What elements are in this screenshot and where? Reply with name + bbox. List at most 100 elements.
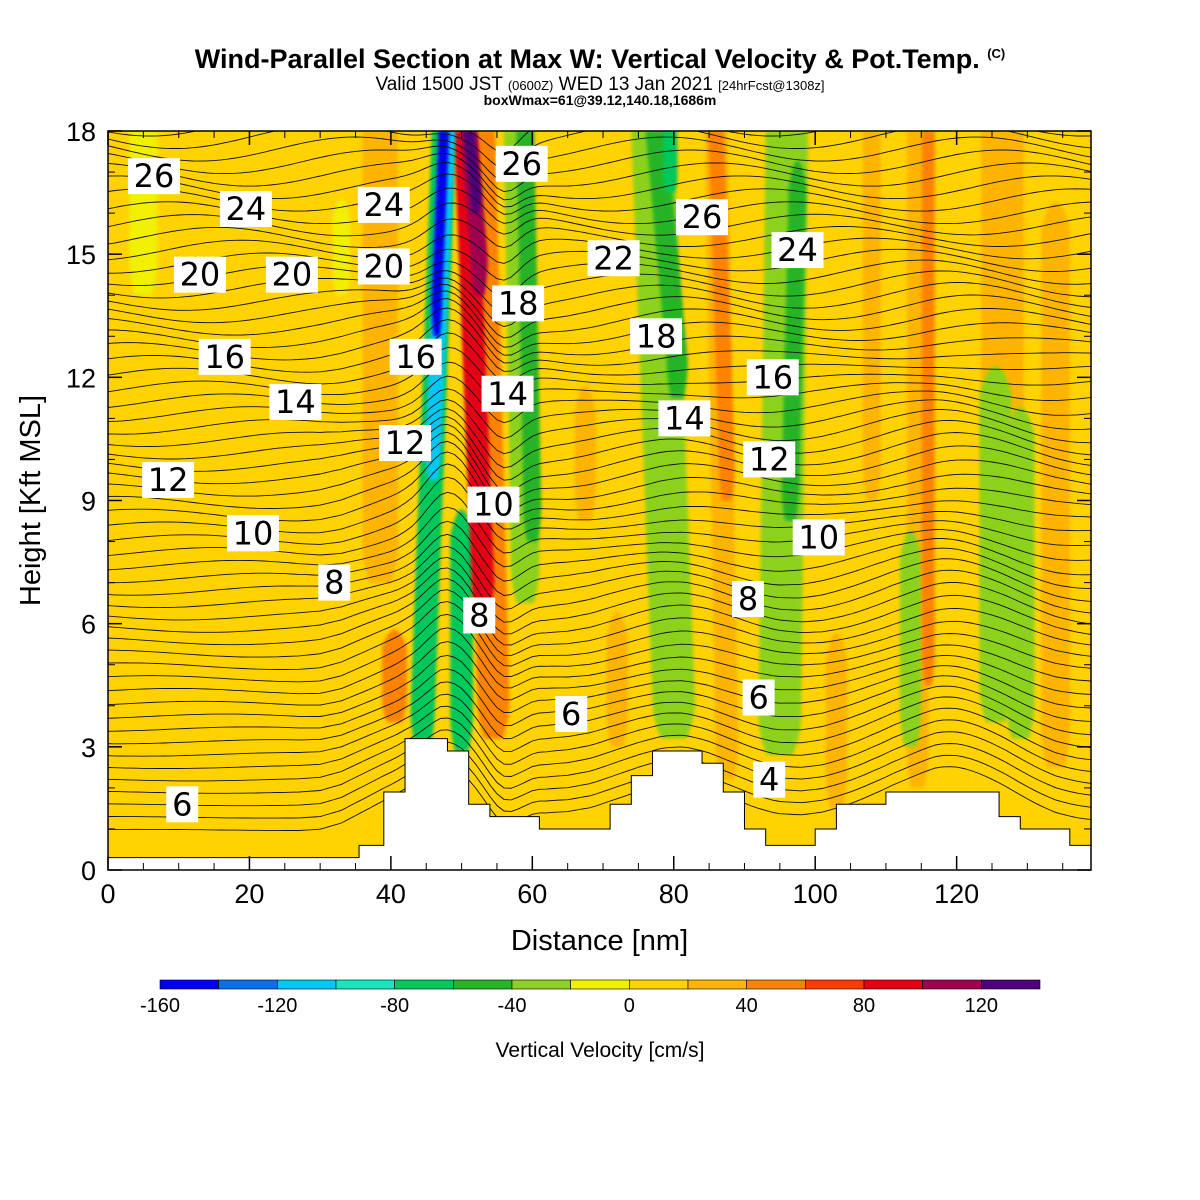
w-band-31	[431, 131, 450, 337]
isentrope-21	[108, 506, 1091, 571]
theta-label-text: 16	[204, 338, 245, 376]
theta-label-box	[389, 338, 442, 375]
isentrope-18	[108, 545, 1091, 610]
theta-label-8: 20	[357, 247, 410, 285]
theta-label-22: 10	[226, 514, 279, 552]
theta-label-13: 16	[389, 338, 442, 376]
colorbar-swatch	[746, 979, 806, 990]
theta-label-18: 12	[379, 424, 432, 462]
isentrope-2	[108, 741, 1091, 807]
isentrope-11	[108, 627, 1091, 695]
isentrope-38	[108, 307, 1091, 364]
theta-label-17: 14	[658, 399, 711, 437]
x-tick-label: 60	[517, 879, 547, 909]
theta-label-text: 20	[363, 247, 404, 285]
w-band-10	[979, 365, 1012, 723]
chart-subtitle: Valid 1500 JST (0600Z) WED 13 Jan 2021 […	[0, 74, 1200, 96]
theta-label-6: 20	[173, 256, 226, 294]
colorbar-swatch	[394, 979, 454, 990]
theta-label-text: 8	[738, 580, 758, 618]
colorbar-tick-label: -160	[140, 995, 180, 1017]
isentrope-39	[108, 298, 1091, 356]
theta-label-text: 18	[636, 317, 677, 355]
forecast-info: [24hrFcst@1308z]	[718, 78, 825, 93]
theta-label-28: 6	[555, 695, 588, 733]
isentrope-9	[108, 654, 1091, 719]
theta-label-box	[658, 400, 711, 437]
isentrope-17	[108, 556, 1091, 623]
x-tick-label: 20	[234, 879, 264, 909]
w-band-25	[450, 509, 473, 751]
theta-label-box	[127, 158, 180, 195]
isentrope-52	[108, 152, 1091, 201]
theta-label-text: 12	[148, 461, 189, 499]
theta-label-box	[467, 486, 520, 523]
theta-label-text: 22	[593, 239, 634, 277]
theta-label-text: 18	[498, 284, 539, 322]
theta-label-text: 6	[172, 785, 192, 823]
theta-label-text: 10	[233, 514, 274, 552]
theta-label-text: 14	[664, 399, 705, 437]
theta-label-3: 26	[495, 145, 548, 183]
isentrope-1	[108, 753, 1091, 819]
isentrope-47	[108, 218, 1091, 249]
theta-label-text: 12	[749, 440, 790, 478]
colorbar-swatch	[981, 979, 1041, 990]
isentrope-54	[108, 136, 1091, 182]
theta-label-box	[630, 318, 683, 355]
isentrope-30	[108, 408, 1091, 469]
isentrope-13	[108, 601, 1091, 670]
theta-label-box	[219, 191, 272, 228]
theta-label-box	[357, 248, 410, 285]
w-band-0	[129, 131, 158, 296]
theta-label-box	[746, 359, 799, 396]
theta-label-box	[771, 232, 824, 269]
colorbar-tick-label: 80	[853, 995, 875, 1017]
theta-label-box	[792, 519, 845, 556]
isentrope-15	[108, 578, 1091, 646]
w-band-6	[362, 131, 398, 583]
x-axis-label: Distance [nm]	[511, 925, 688, 957]
valid-prefix: Valid 1500 JST	[375, 74, 503, 95]
y-tick-label: 9	[81, 487, 96, 517]
theta-label-29: 4	[753, 761, 786, 799]
w-band-3	[862, 131, 881, 501]
isentrope-29	[108, 416, 1091, 481]
isentrope-6	[108, 693, 1091, 757]
theta-label-27: 6	[742, 679, 775, 717]
theta-label-20: 12	[142, 461, 195, 499]
theta-label-text: 6	[748, 679, 768, 717]
isentrope-3	[108, 729, 1091, 794]
colorbar-swatch	[805, 979, 865, 990]
isentrope-40	[108, 290, 1091, 348]
x-tick-label: 100	[793, 879, 838, 909]
theta-label-box	[142, 461, 195, 498]
theta-label-text: 20	[272, 256, 313, 294]
y-tick-label: 3	[81, 733, 96, 763]
isentrope-5	[108, 705, 1091, 769]
colorbar-swatch	[159, 979, 219, 990]
colorbar-swatch	[570, 979, 630, 990]
colorbar-swatch	[218, 979, 278, 990]
isentrope-36	[108, 332, 1091, 385]
theta-label-1: 24	[219, 190, 272, 228]
isentrope-28	[108, 423, 1091, 492]
theta-label-box	[743, 441, 796, 478]
copyright-mark: (C)	[987, 46, 1006, 61]
w-band-26	[663, 131, 678, 193]
isentrope-4	[108, 717, 1091, 782]
isentrope-14	[108, 589, 1091, 658]
theta-label-10: 18	[492, 284, 545, 322]
colorbar: -160 -120 -80 -40 0 40 80 120 Vertical Velocity …	[140, 979, 1041, 1062]
theta-label-box	[492, 285, 545, 322]
theta-label-box	[676, 199, 729, 236]
theta-label-box	[555, 695, 588, 732]
chart-title-main: Wind-Parallel Section at Max W: Vertical…	[194, 44, 980, 74]
isentrope-41	[108, 284, 1091, 339]
theta-label-text: 24	[777, 231, 818, 269]
isentrope-31	[108, 399, 1091, 455]
colorbar-swatch	[511, 979, 571, 990]
colorbar-swatch	[863, 979, 923, 990]
